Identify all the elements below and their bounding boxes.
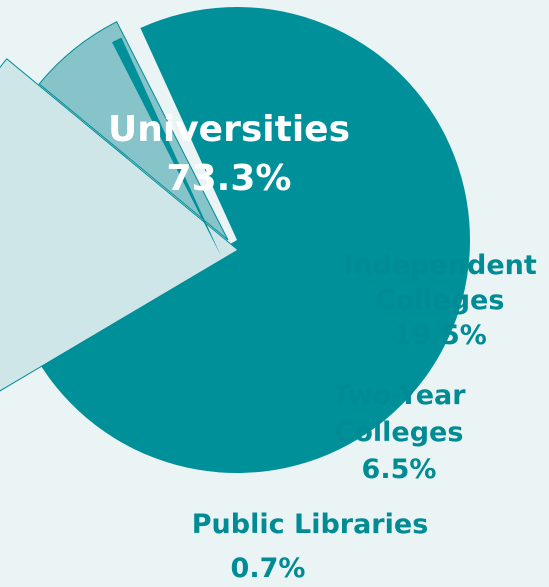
pie-labels: Universities 73.3% Independent Colleges … <box>108 109 537 584</box>
two-year-colleges-line2-label: Colleges <box>335 417 464 448</box>
universities-value-label: 73.3% <box>167 158 292 199</box>
two-year-colleges-slice <box>38 21 229 241</box>
universities-slice <box>36 7 471 474</box>
independent-colleges-value-label: 19.5% <box>393 320 487 351</box>
two-year-colleges-line1-label: Two-Year <box>332 380 466 411</box>
public-libraries-name-label: Public Libraries <box>192 509 429 540</box>
two-year-colleges-value-label: 6.5% <box>362 454 437 485</box>
universities-name-label: Universities <box>108 109 350 150</box>
public-libraries-slice <box>111 37 221 256</box>
independent-colleges-line1-label: Independent <box>343 250 537 281</box>
independent-colleges-slice <box>0 58 239 392</box>
public-libraries-value-label: 0.7% <box>231 553 306 584</box>
independent-colleges-line2-label: Colleges <box>376 285 505 316</box>
pie-slices <box>0 7 471 474</box>
